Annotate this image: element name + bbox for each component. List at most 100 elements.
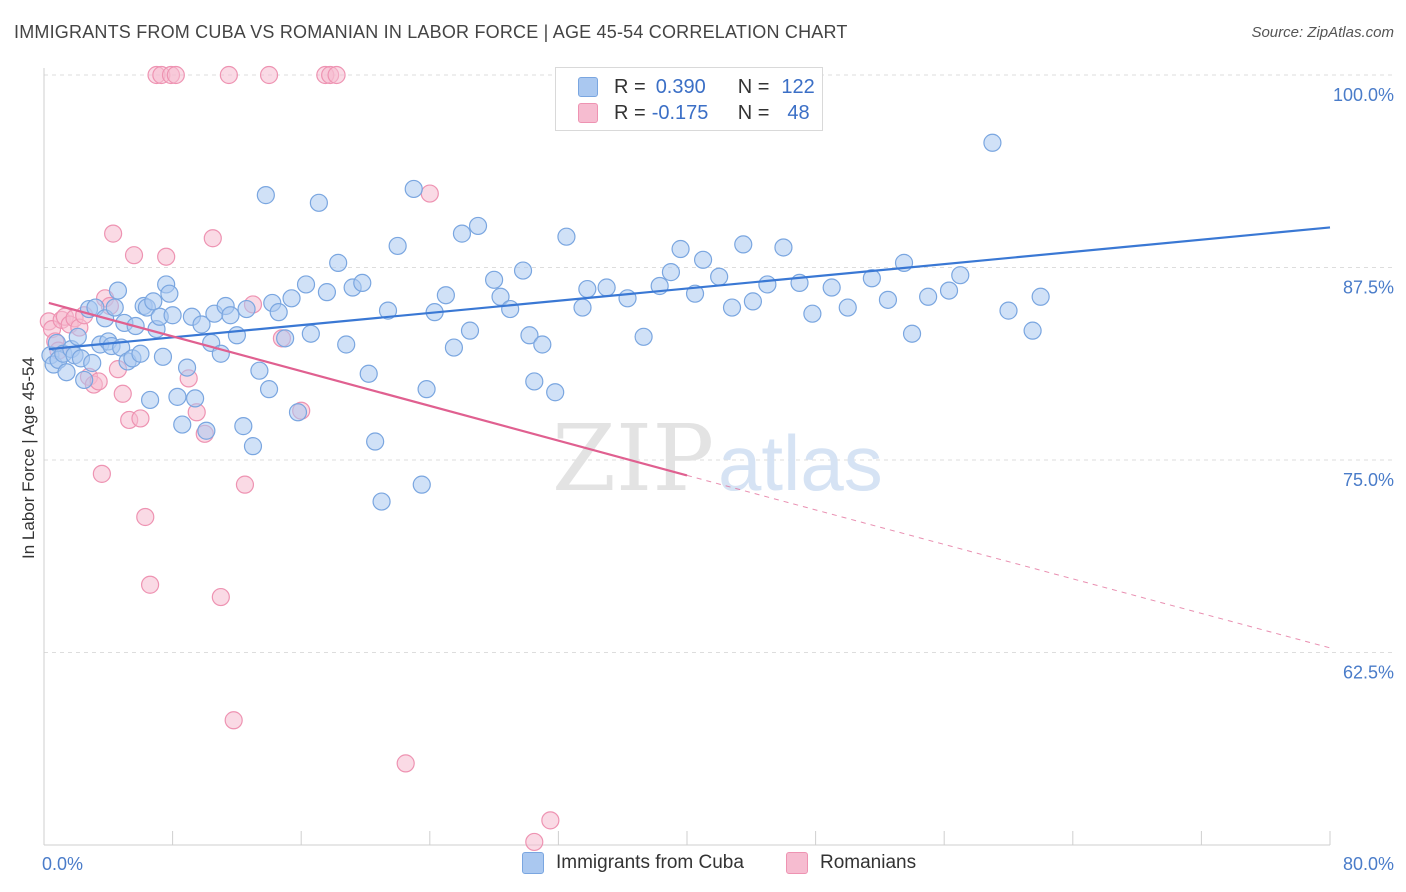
cuba-point: [1023, 321, 1042, 340]
cuba-point: [140, 390, 160, 410]
series-legend: Immigrants from Cuba Romanians: [0, 852, 1406, 878]
cuba-point: [144, 292, 163, 311]
legend-swatch-cuba: [578, 77, 598, 97]
cuba-point: [533, 335, 552, 354]
romanians-point: [525, 832, 544, 852]
cuba-trend-line: [48, 226, 1331, 351]
cuba-point: [557, 227, 576, 246]
romanians-point: [259, 65, 279, 85]
cuba-point: [983, 133, 1002, 152]
cuba-point: [862, 269, 881, 288]
y-tick-label: 100.0%: [1333, 85, 1394, 105]
cuba-point: [671, 239, 690, 259]
romanians-trend-extension: [686, 474, 1331, 649]
cuba-point: [234, 417, 253, 436]
romanians-point: [420, 184, 439, 203]
romanians-point: [396, 754, 415, 773]
cuba-point: [951, 266, 970, 285]
cuba-point: [460, 321, 480, 340]
romanians-point: [136, 507, 155, 527]
cuba-point: [468, 216, 488, 236]
legend-row-cuba: R = 0.390 N = 122: [578, 75, 815, 99]
romanians-point: [327, 65, 346, 85]
cuba-point: [618, 289, 637, 308]
cuba-point: [337, 335, 356, 354]
romanians-point: [131, 409, 150, 428]
cuba-point: [661, 263, 681, 282]
cuba-point: [75, 370, 94, 390]
y-axis-label: In Labor Force | Age 45-54: [19, 357, 38, 559]
romanians-point: [113, 384, 132, 403]
cuba-point: [939, 281, 959, 300]
cuba-point: [301, 324, 320, 343]
cuba-point: [282, 289, 301, 308]
romanians-point: [166, 65, 185, 85]
romanians-point: [235, 475, 255, 494]
cuba-point: [243, 437, 263, 456]
romanians-point: [124, 246, 144, 265]
cuba-point: [57, 363, 76, 382]
cuba-point: [722, 298, 742, 317]
legend-item-romanians-swatch: [786, 852, 808, 874]
cuba-point: [525, 372, 544, 391]
cuba-point: [378, 301, 398, 320]
cuba-point: [163, 306, 182, 325]
cuba-point: [417, 380, 436, 399]
cuba-point: [501, 299, 520, 319]
legend-item-cuba-label: Immigrants from Cuba: [556, 852, 744, 873]
legend-n-value-romanians: 48: [787, 101, 810, 124]
cuba-point: [131, 344, 150, 363]
cuba-point: [452, 224, 472, 243]
cuba-point: [237, 299, 256, 319]
cuba-point: [634, 327, 653, 346]
cuba-point: [902, 324, 922, 343]
cuba-point: [256, 186, 275, 205]
cuba-point: [999, 301, 1018, 320]
y-tick-label: 62.5%: [1343, 663, 1394, 683]
romanians-point: [140, 575, 160, 594]
cuba-point: [192, 315, 211, 334]
cuba-point: [160, 284, 179, 303]
cuba-point: [366, 432, 385, 451]
cuba-point: [197, 421, 216, 440]
legend-row-romanians: R = -0.175 N = 48: [578, 101, 810, 125]
romanians-points: [39, 65, 560, 852]
romanians-point: [224, 711, 243, 730]
legend-item-romanians-label: Romanians: [820, 852, 917, 873]
x-tick-label: 0.0%: [42, 854, 83, 874]
cuba-point: [309, 193, 328, 212]
romanians-point: [203, 229, 222, 248]
cuba-point: [520, 326, 539, 345]
cuba-point: [329, 253, 348, 272]
cuba-point: [774, 238, 793, 257]
cuba-point: [105, 298, 124, 317]
legend-n-label: N =: [737, 75, 770, 98]
cuba-point: [177, 358, 197, 377]
romanians-point: [157, 247, 176, 266]
cuba-point: [359, 364, 378, 383]
cuba-point: [412, 475, 431, 494]
legend-n-value-cuba: 122: [781, 75, 815, 98]
cuba-point: [259, 380, 279, 399]
cuba-point: [250, 361, 269, 380]
chart-source: Source: ZipAtlas.com: [1251, 24, 1394, 41]
watermark: ZIP atlas: [552, 405, 883, 512]
cuba-point: [710, 267, 729, 286]
cuba-point: [404, 179, 423, 199]
grid-lines: [44, 74, 1395, 653]
cuba-point: [83, 353, 102, 373]
legend-r-value-romanians: -0.175: [651, 101, 709, 124]
cuba-point: [173, 415, 192, 434]
legend-r-label: R =: [614, 75, 646, 98]
cuba-point: [838, 298, 857, 317]
romanians-point: [104, 224, 123, 243]
cuba-point: [227, 326, 246, 345]
y-tick-label: 87.5%: [1343, 278, 1394, 298]
cuba-point: [221, 306, 240, 325]
cuba-point: [108, 281, 128, 300]
x-tick-label: 80.0%: [1343, 854, 1394, 874]
cuba-point: [276, 329, 295, 348]
cuba-point: [597, 278, 616, 297]
cuba-point: [546, 383, 565, 402]
trend-lines: [48, 226, 1331, 649]
